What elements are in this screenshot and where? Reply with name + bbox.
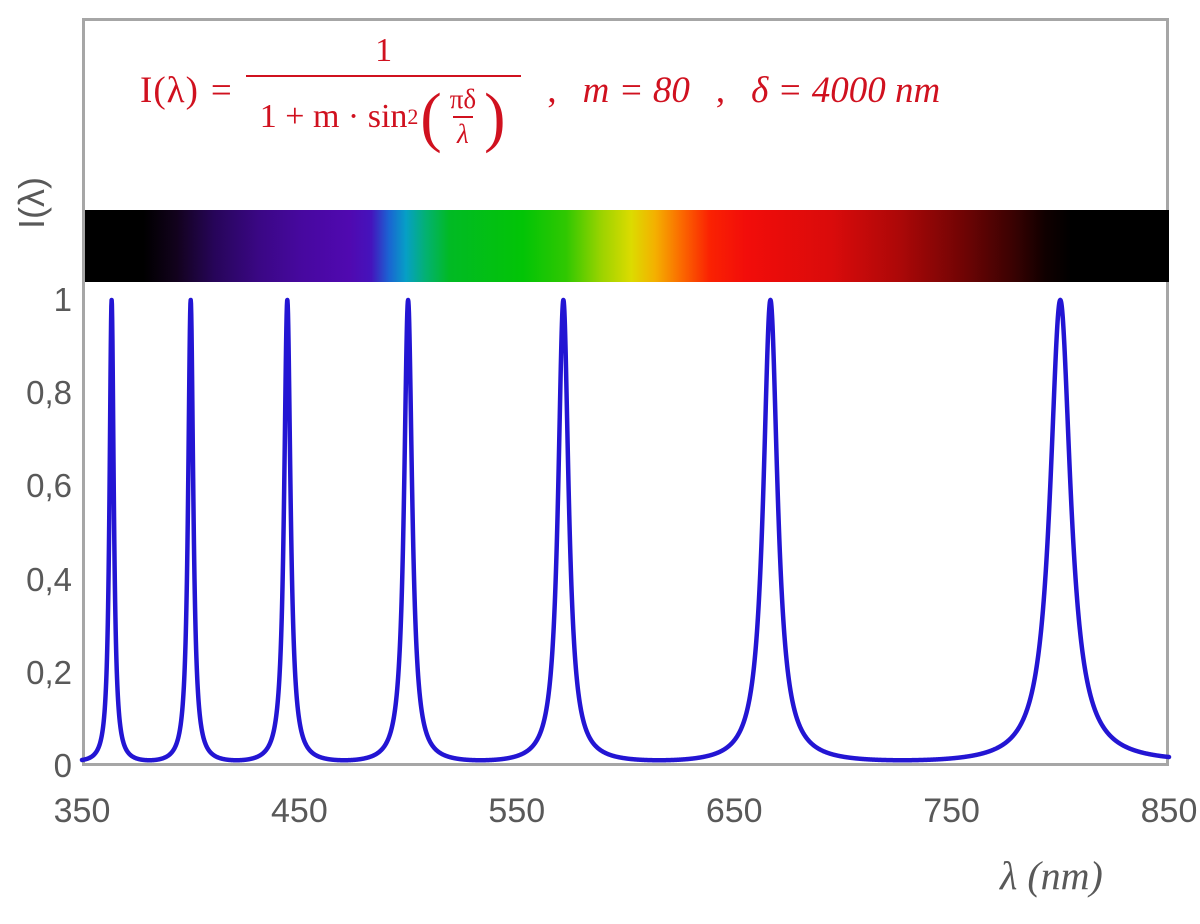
fraction-denominator: 1 + m · sin 2 ( πδ λ )	[245, 75, 522, 148]
y-tick-label: 0,6	[26, 467, 72, 505]
x-tick-label: 450	[271, 792, 328, 830]
formula-lhs: I(λ)	[140, 69, 199, 111]
formula-equals: =	[210, 69, 232, 111]
x-axis-title: λ (nm)	[1000, 853, 1103, 898]
inner-denominator: λ	[453, 115, 473, 148]
y-axis-title: I(λ)	[11, 177, 52, 229]
x-tick-label: 750	[923, 792, 980, 830]
param-delta: δ = 4000 nm	[751, 69, 941, 111]
x-tick-label: 350	[53, 792, 111, 830]
x-tick-label: 850	[1140, 792, 1198, 830]
y-tick-label: 0,2	[26, 653, 72, 691]
inner-numerator: πδ	[449, 84, 477, 115]
x-tick-label: 650	[705, 792, 763, 830]
formula-fraction: 1 1 + m · sin 2 ( πδ λ )	[245, 32, 522, 148]
fraction-numerator: 1	[375, 32, 393, 69]
x-tick-label: 550	[488, 792, 546, 830]
denominator-text: 1 + m · sin	[259, 98, 408, 136]
inner-fraction: πδ λ	[446, 85, 480, 148]
y-tick-label: 0,4	[26, 560, 72, 598]
comma-separator: ,	[715, 69, 726, 111]
visible-spectrum-bar	[85, 210, 1169, 282]
param-m: m = 80	[582, 69, 690, 111]
y-tick-label: 0,8	[26, 374, 72, 412]
comma-separator: ,	[547, 69, 557, 111]
formula: I(λ) = 1 1 + m · sin 2 ( πδ λ ) , m = 80 …	[140, 32, 940, 148]
y-tick-label: 0	[53, 747, 72, 784]
y-tick-label: 1	[53, 281, 72, 318]
